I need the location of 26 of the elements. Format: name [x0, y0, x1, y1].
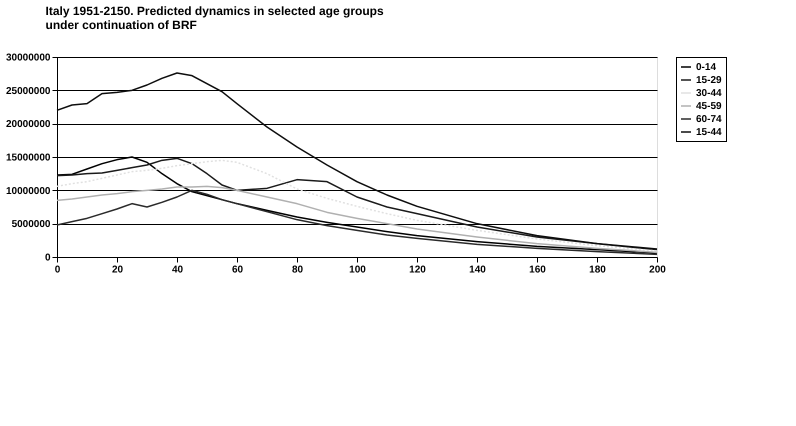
x-tick-label: 140: [469, 264, 486, 276]
y-tick-label: 30000000: [6, 52, 51, 64]
x-tick-label: 60: [232, 264, 244, 276]
x-tick-label: 200: [649, 264, 666, 276]
x-tick-label: 20: [112, 264, 124, 276]
y-tick-label: 20000000: [6, 119, 51, 130]
x-tick-label: 180: [589, 264, 606, 276]
chart-title: Italy 1951-2150. Predicted dynamics in selected age groups under continuation of BRF: [46, 4, 384, 32]
y-tick-label: 5000000: [12, 219, 51, 230]
y-tick-label: 25000000: [6, 86, 51, 97]
legend-label: 15-44: [696, 127, 722, 138]
x-tick-label: 80: [292, 264, 304, 276]
x-tick-label: 0: [54, 264, 61, 276]
x-tick-label: 160: [529, 264, 546, 276]
legend-label: 0-14: [696, 62, 716, 73]
y-tick-label: 0: [44, 252, 51, 264]
legend-label: 30-44: [696, 88, 722, 99]
legend-label: 45-59: [696, 101, 722, 112]
x-tick-label: 100: [349, 264, 366, 276]
legend-label: 15-29: [696, 75, 722, 86]
legend-label: 60-74: [696, 114, 722, 125]
x-tick-label: 40: [172, 264, 184, 276]
y-tick-label: 10000000: [6, 186, 51, 197]
x-tick-label: 120: [409, 264, 426, 276]
line-series: [56, 72, 658, 250]
y-tick-label: 15000000: [6, 152, 51, 164]
